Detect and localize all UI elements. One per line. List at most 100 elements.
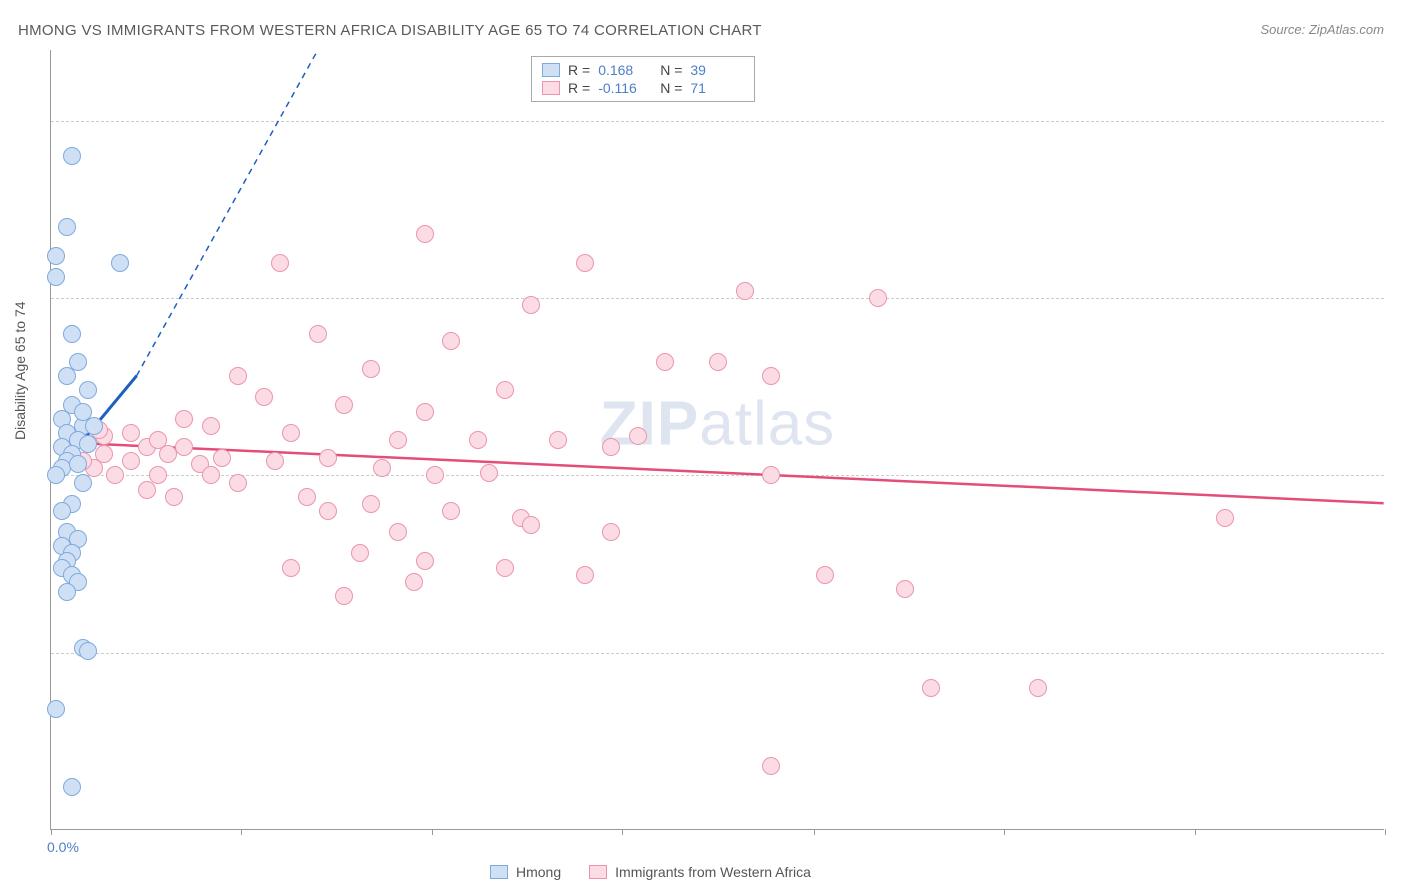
scatter-point-b: [416, 403, 434, 421]
scatter-point-b: [522, 516, 540, 534]
scatter-point-b: [351, 544, 369, 562]
scatter-point-b: [629, 427, 647, 445]
scatter-point-a: [63, 147, 81, 165]
legend-item-a: Hmong: [490, 864, 561, 880]
scatter-point-b: [175, 410, 193, 428]
scatter-point-b: [496, 381, 514, 399]
scatter-point-b: [255, 388, 273, 406]
n-value-a: 39: [690, 62, 744, 78]
scatter-point-a: [79, 642, 97, 660]
scatter-point-b: [229, 367, 247, 385]
n-label-a: N =: [660, 62, 682, 78]
watermark: ZIPatlas: [600, 388, 835, 459]
scatter-point-a: [79, 435, 97, 453]
scatter-point-b: [122, 424, 140, 442]
scatter-point-b: [416, 552, 434, 570]
scatter-point-b: [1216, 509, 1234, 527]
r-value-a: 0.168: [598, 62, 652, 78]
scatter-point-b: [522, 296, 540, 314]
scatter-point-b: [442, 332, 460, 350]
chart-title: HMONG VS IMMIGRANTS FROM WESTERN AFRICA …: [18, 22, 762, 39]
scatter-point-b: [319, 449, 337, 467]
scatter-point-a: [47, 700, 65, 718]
scatter-point-b: [1029, 679, 1047, 697]
trend-lines: [51, 50, 1384, 829]
bottom-legend: Hmong Immigrants from Western Africa: [490, 864, 811, 880]
scatter-point-b: [762, 367, 780, 385]
scatter-point-a: [47, 466, 65, 484]
legend-item-b: Immigrants from Western Africa: [589, 864, 811, 880]
scatter-point-b: [106, 466, 124, 484]
scatter-point-a: [58, 367, 76, 385]
r-label-a: R =: [568, 62, 590, 78]
n-value-b: 71: [690, 80, 744, 96]
legend-label-b: Immigrants from Western Africa: [615, 864, 811, 880]
scatter-point-a: [63, 325, 81, 343]
scatter-point-a: [111, 254, 129, 272]
scatter-point-b: [362, 495, 380, 513]
scatter-point-a: [74, 403, 92, 421]
scatter-point-b: [709, 353, 727, 371]
scatter-point-b: [736, 282, 754, 300]
scatter-point-a: [63, 778, 81, 796]
scatter-point-a: [79, 381, 97, 399]
scatter-point-b: [896, 580, 914, 598]
source-label: Source:: [1260, 22, 1308, 37]
scatter-point-b: [309, 325, 327, 343]
scatter-point-b: [229, 474, 247, 492]
scatter-point-b: [389, 431, 407, 449]
scatter-point-b: [373, 459, 391, 477]
scatter-point-a: [69, 455, 87, 473]
y-axis-label: Disability Age 65 to 74: [12, 301, 28, 440]
scatter-point-b: [389, 523, 407, 541]
stats-row-a: R = 0.168 N = 39: [542, 61, 744, 79]
scatter-point-b: [816, 566, 834, 584]
legend-swatch-western-africa: [589, 865, 607, 879]
scatter-point-b: [362, 360, 380, 378]
scatter-point-b: [271, 254, 289, 272]
scatter-point-b: [266, 452, 284, 470]
scatter-point-a: [47, 268, 65, 286]
scatter-point-b: [405, 573, 423, 591]
scatter-point-a: [47, 247, 65, 265]
scatter-point-b: [202, 466, 220, 484]
scatter-point-b: [576, 254, 594, 272]
scatter-point-a: [53, 502, 71, 520]
scatter-point-b: [762, 757, 780, 775]
source-attribution: Source: ZipAtlas.com: [1260, 22, 1384, 37]
scatter-point-a: [74, 474, 92, 492]
scatter-point-b: [922, 679, 940, 697]
scatter-point-b: [469, 431, 487, 449]
scatter-point-b: [165, 488, 183, 506]
scatter-point-b: [319, 502, 337, 520]
stats-row-b: R = -0.116 N = 71: [542, 79, 744, 97]
scatter-point-b: [282, 424, 300, 442]
legend-label-a: Hmong: [516, 864, 561, 880]
scatter-point-b: [213, 449, 231, 467]
stats-legend: R = 0.168 N = 39 R = -0.116 N = 71: [531, 56, 755, 102]
scatter-point-b: [426, 466, 444, 484]
scatter-point-b: [335, 587, 353, 605]
scatter-point-b: [175, 438, 193, 456]
scatter-point-b: [762, 466, 780, 484]
n-label-b: N =: [660, 80, 682, 96]
scatter-point-b: [602, 523, 620, 541]
swatch-hmong: [542, 63, 560, 77]
scatter-point-b: [298, 488, 316, 506]
scatter-point-b: [549, 431, 567, 449]
scatter-point-b: [335, 396, 353, 414]
swatch-western-africa: [542, 81, 560, 95]
scatter-point-b: [656, 353, 674, 371]
scatter-point-b: [442, 502, 460, 520]
scatter-point-b: [202, 417, 220, 435]
scatter-point-b: [869, 289, 887, 307]
r-value-b: -0.116: [598, 80, 652, 96]
scatter-point-b: [149, 431, 167, 449]
watermark-rest: atlas: [699, 389, 835, 458]
scatter-point-b: [480, 464, 498, 482]
scatter-point-a: [58, 218, 76, 236]
scatter-point-b: [138, 481, 156, 499]
scatter-point-b: [122, 452, 140, 470]
r-label-b: R =: [568, 80, 590, 96]
scatter-point-a: [85, 417, 103, 435]
